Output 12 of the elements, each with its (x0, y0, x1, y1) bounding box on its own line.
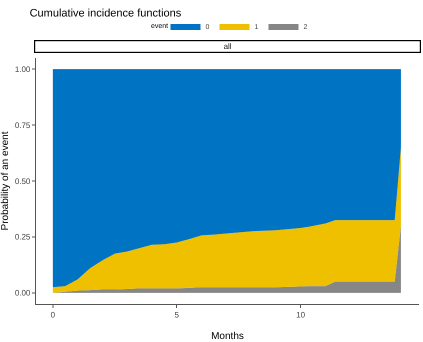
y-tick-label: 0.75 (14, 120, 31, 130)
y-axis-title: Probability of an event (0, 131, 11, 230)
chart-title: Cumulative incidence functions (30, 7, 182, 20)
y-tick-label: 0.00 (14, 288, 31, 298)
y-tick-label: 0.25 (14, 232, 31, 242)
text: all (224, 42, 232, 52)
x-tick-label: 5 (174, 310, 180, 320)
y-tick-label: 0.50 (14, 176, 31, 186)
x-tick-label: 0 (50, 310, 56, 320)
y-tick-label: 1.00 (14, 64, 31, 74)
x-tick-label: 10 (296, 310, 306, 320)
x-axis-title: Months (211, 331, 244, 342)
